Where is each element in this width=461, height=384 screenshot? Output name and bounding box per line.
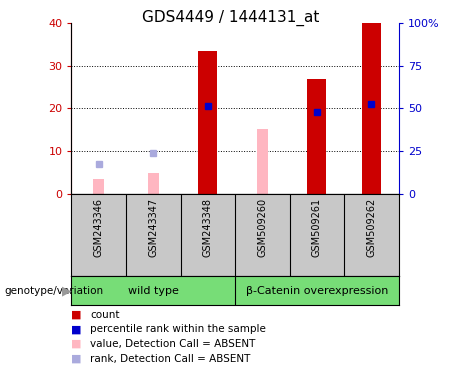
Text: value, Detection Call = ABSENT: value, Detection Call = ABSENT — [90, 339, 255, 349]
Text: GSM509261: GSM509261 — [312, 198, 322, 257]
Text: β-Catenin overexpression: β-Catenin overexpression — [246, 286, 388, 296]
Text: ■: ■ — [71, 339, 82, 349]
Text: ▶: ▶ — [62, 285, 72, 297]
Text: GSM509262: GSM509262 — [366, 198, 377, 257]
Text: ■: ■ — [71, 354, 82, 364]
Bar — [94, 179, 104, 194]
Text: ■: ■ — [71, 324, 82, 334]
Text: GSM243348: GSM243348 — [203, 198, 213, 257]
Bar — [307, 79, 326, 194]
Text: GDS4449 / 1444131_at: GDS4449 / 1444131_at — [142, 10, 319, 26]
Bar — [362, 23, 381, 194]
Text: wild type: wild type — [128, 286, 179, 296]
Text: percentile rank within the sample: percentile rank within the sample — [90, 324, 266, 334]
Text: GSM509260: GSM509260 — [257, 198, 267, 257]
Text: count: count — [90, 310, 119, 320]
Bar — [148, 172, 159, 194]
Bar — [198, 51, 218, 194]
Bar — [257, 129, 268, 194]
Text: ■: ■ — [71, 310, 82, 320]
Text: genotype/variation: genotype/variation — [5, 286, 104, 296]
Text: rank, Detection Call = ABSENT: rank, Detection Call = ABSENT — [90, 354, 250, 364]
Text: GSM243346: GSM243346 — [94, 198, 104, 257]
Text: GSM243347: GSM243347 — [148, 198, 158, 257]
